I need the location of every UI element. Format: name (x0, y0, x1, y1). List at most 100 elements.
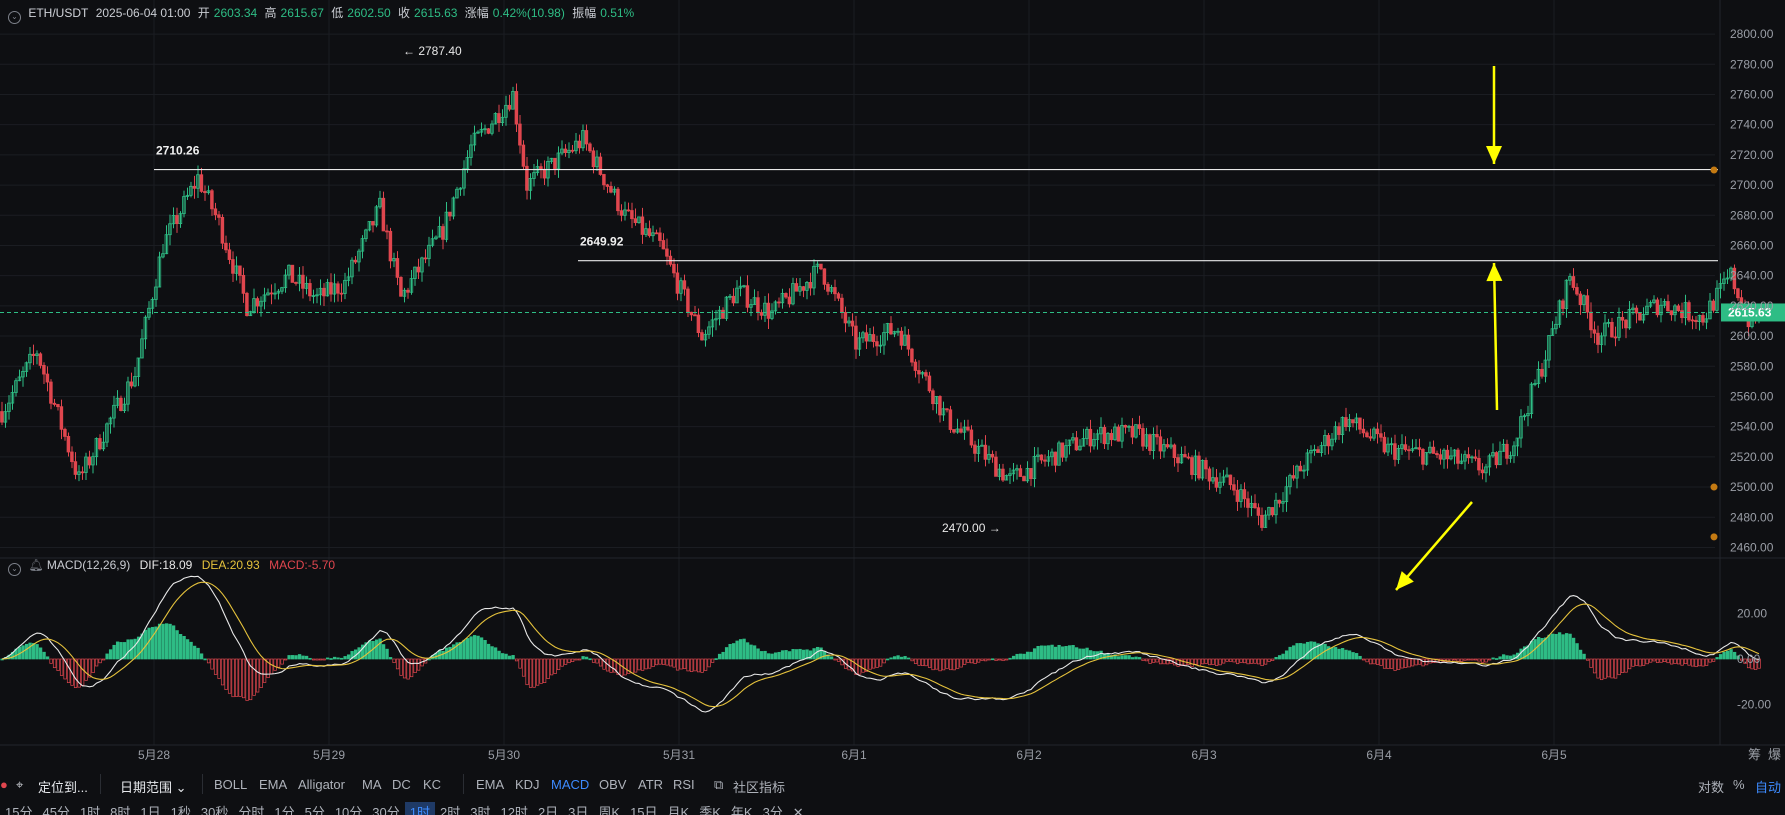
candle-body (553, 157, 557, 170)
macd-histogram-bar (1652, 658, 1656, 662)
interval-20[interactable]: 月K (667, 805, 690, 815)
sub-indicator-obv[interactable]: OBV (599, 777, 627, 792)
candle-body (763, 302, 767, 316)
chevron-down-circle-icon[interactable]: ⌄ (8, 11, 21, 24)
sub-indicator-macd[interactable]: MACD (551, 777, 590, 792)
indicator-boll[interactable]: BOLL (214, 777, 248, 792)
indicator-alligator[interactable]: Alligator (298, 777, 345, 792)
interval-19[interactable]: 15日 (630, 805, 658, 815)
interval-4[interactable]: 1日 (140, 805, 161, 815)
indicator-ma[interactable]: MA (362, 777, 382, 792)
candlestick-chart[interactable]: 2710.26 2649.92 2615.63 2800.00 2780.00 2760… (0, 0, 1785, 768)
macd-histogram-bar (1186, 658, 1191, 665)
interval-8[interactable]: 1分 (274, 805, 295, 815)
interval-22[interactable]: 年K (730, 805, 753, 815)
candle-body (619, 210, 624, 216)
percent-toggle[interactable]: % (1733, 777, 1745, 792)
macd-histogram-bar (696, 658, 701, 673)
interval-12[interactable]: 1时 (404, 802, 435, 815)
interval-9[interactable]: 5分 (304, 805, 325, 815)
candle-body (1001, 468, 1005, 481)
interval-23[interactable]: 3分 (762, 805, 783, 815)
close-icon[interactable]: ✕ (792, 805, 804, 815)
macd-histogram-bar (570, 658, 575, 662)
candle-body (724, 296, 729, 319)
log-scale-toggle[interactable]: 对数 (1698, 780, 1725, 795)
candle-body (784, 293, 788, 298)
price-tick-label: 2540.00 (1730, 420, 1774, 434)
candle-body (1701, 315, 1705, 323)
sub-indicator-kdj[interactable]: KDJ (515, 777, 540, 792)
sub-indicator-rsi[interactable]: RSI (673, 777, 695, 792)
candle-body (840, 297, 844, 313)
candle-body (1239, 489, 1243, 502)
interval-15[interactable]: 12时 (500, 805, 528, 815)
interval-6[interactable]: 30秒 (200, 805, 229, 815)
candle-body (56, 404, 60, 408)
macd-histogram-bar (115, 641, 120, 660)
price-tick-label: 2640.00 (1730, 269, 1774, 283)
candle-body (283, 274, 288, 289)
interval-2[interactable]: 1时 (79, 805, 101, 815)
macd-histogram-bar (777, 651, 781, 660)
candle-body (1312, 449, 1317, 452)
interval-14[interactable]: 3时 (470, 805, 491, 815)
interval-10[interactable]: 10分 (334, 805, 363, 815)
candle-body (1449, 455, 1453, 460)
locate-icon[interactable]: ⌖ (16, 777, 24, 792)
macd-histogram-bar (1505, 655, 1509, 660)
record-icon[interactable]: ● (0, 777, 8, 792)
macd-histogram-bar (378, 638, 382, 660)
candle-body (1333, 426, 1338, 440)
indicator-dc[interactable]: DC (392, 777, 411, 792)
date-range-button[interactable]: 日期范围 ⌄ (120, 777, 187, 796)
macd-histogram-bar (1729, 649, 1733, 660)
locate-button[interactable]: 定位到... (38, 780, 88, 795)
candle-body (1627, 309, 1632, 329)
bell-icon[interactable]: 🔔︎ (28, 558, 44, 572)
macd-histogram-bar (945, 658, 949, 669)
candle-body (136, 357, 141, 377)
candle-body (1365, 432, 1369, 438)
macd-histogram-bar (1393, 658, 1397, 671)
interval-3[interactable]: 8时 (110, 805, 131, 815)
high-annotation: ← 2787.40 (403, 44, 462, 58)
interval-5[interactable]: 1秒 (170, 805, 191, 815)
macd-histogram-bar (1228, 658, 1233, 662)
interval-17[interactable]: 3日 (568, 805, 589, 815)
community-icon[interactable]: ⧉ (714, 777, 724, 792)
community-indicators-button[interactable]: 社区指标 (733, 780, 786, 795)
macd-histogram-bar (1221, 658, 1226, 664)
interval-7[interactable]: 分时 (238, 805, 265, 815)
candle-body (948, 409, 953, 430)
interval-21[interactable]: 季K (699, 805, 721, 815)
candle-body (122, 403, 127, 411)
interval-0[interactable]: 15分 (5, 805, 33, 815)
indicator-ema[interactable]: EMA (259, 777, 288, 792)
auto-scale-toggle[interactable]: 自动 (1755, 780, 1782, 795)
indicator-kc[interactable]: KC (423, 777, 442, 792)
date-tick-label: 6月2 (1016, 748, 1042, 762)
sub-indicator-atr[interactable]: ATR (638, 777, 664, 792)
interval-16[interactable]: 2日 (537, 805, 559, 815)
chevron-down-circle-icon[interactable]: ⌄ (8, 563, 21, 576)
macd-histogram-bar (1599, 658, 1604, 681)
candle-body (1417, 447, 1422, 450)
candle-body (1179, 454, 1184, 464)
candle-body (1683, 302, 1688, 319)
macd-histogram-bar (689, 658, 694, 672)
interval-11[interactable]: 30分 (372, 805, 400, 815)
interval-18[interactable]: 周K (598, 805, 621, 815)
interval-13[interactable]: 2时 (440, 805, 461, 815)
interval-1[interactable]: 45分 (42, 805, 70, 815)
macd-histogram-bar (105, 653, 109, 660)
candle-body (444, 211, 449, 240)
candle-body (665, 248, 669, 257)
sub-indicator-ema[interactable]: EMA (476, 777, 505, 792)
macd-histogram-bar (584, 656, 589, 660)
candle-body (920, 372, 925, 375)
candle-body (1330, 438, 1334, 447)
macd-histogram-bar (1445, 658, 1450, 663)
macd-histogram-bar (798, 648, 802, 660)
candle-body (1200, 460, 1205, 479)
